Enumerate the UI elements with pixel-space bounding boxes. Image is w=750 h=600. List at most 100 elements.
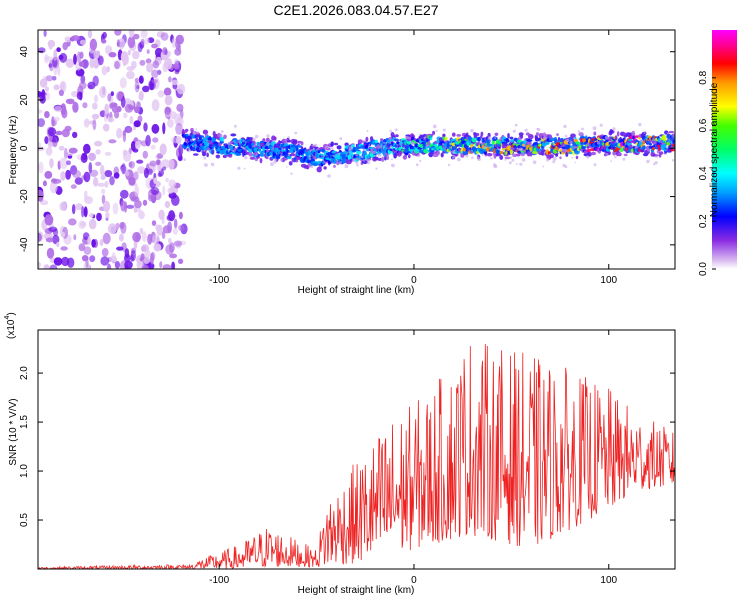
noise-blob xyxy=(130,254,134,262)
signal-blob xyxy=(427,141,431,146)
noise-blob xyxy=(162,264,172,269)
signal-blob xyxy=(622,132,627,136)
noise-blob xyxy=(97,182,106,187)
scatter-dot xyxy=(596,141,601,145)
scatter-dot xyxy=(654,161,658,165)
noise-blob xyxy=(124,265,130,269)
signal-blob xyxy=(248,152,253,157)
scatter-dot xyxy=(487,136,492,141)
signal-blob xyxy=(535,137,541,141)
noise-blob xyxy=(65,169,71,180)
noise-blob xyxy=(138,91,144,101)
scatter-dot xyxy=(470,128,474,133)
svg-text:(x104): (x104) xyxy=(4,312,17,339)
noise-blob xyxy=(139,59,146,66)
noise-blob xyxy=(178,258,184,264)
scatter-dot xyxy=(638,122,642,127)
scatter-dot xyxy=(532,160,537,164)
scatter-dot xyxy=(538,140,542,143)
signal-blob xyxy=(357,139,363,145)
noise-blob xyxy=(60,246,68,251)
scatter-dot xyxy=(449,142,452,145)
noise-blob xyxy=(143,122,148,132)
signal-blob xyxy=(509,136,514,140)
signal-blob xyxy=(668,130,675,134)
noise-blob xyxy=(165,177,169,183)
noise-blob xyxy=(76,91,83,100)
noise-blob xyxy=(92,75,99,87)
x-tick-label: 100 xyxy=(600,275,617,286)
noise-blob xyxy=(44,214,54,226)
signal-blob xyxy=(617,152,622,156)
noise-blob xyxy=(78,243,86,252)
scatter-dot xyxy=(243,167,246,170)
noise-blob xyxy=(87,30,93,39)
signal-blob xyxy=(593,131,597,136)
noise-blob xyxy=(159,143,167,156)
noise-blob xyxy=(173,240,183,247)
noise-blob xyxy=(44,56,54,61)
noise-blob xyxy=(45,147,53,156)
noise-blob xyxy=(134,81,140,93)
noise-blob xyxy=(62,42,68,51)
noise-blob xyxy=(39,92,47,104)
scatter-dot xyxy=(254,134,259,139)
noise-blob xyxy=(73,53,77,65)
noise-blob xyxy=(173,218,178,229)
scatter-dot xyxy=(545,158,550,162)
signal-blob xyxy=(541,151,545,156)
x-tick-label: 0 xyxy=(411,575,417,586)
scatter-dot xyxy=(519,162,523,166)
scatter-dot xyxy=(415,163,419,167)
noise-blob xyxy=(40,200,49,206)
noise-blob xyxy=(70,184,77,189)
scatter-dot xyxy=(355,153,359,157)
noise-blob xyxy=(152,137,159,143)
noise-blob xyxy=(73,234,77,241)
noise-blob xyxy=(65,98,75,105)
signal-blob xyxy=(492,148,496,154)
noise-blob xyxy=(88,218,97,230)
y-tick-label: 0.5 xyxy=(19,513,30,527)
signal-blob xyxy=(556,133,559,136)
noise-blob xyxy=(83,171,91,183)
noise-blob xyxy=(112,202,119,215)
noise-blob xyxy=(138,75,144,84)
scatter-dot xyxy=(452,155,456,160)
signal-blob xyxy=(380,138,384,142)
noise-blob xyxy=(151,69,159,78)
signal-blob xyxy=(642,145,646,150)
signal-blob xyxy=(609,129,614,135)
noise-blob xyxy=(160,32,169,41)
noise-blob xyxy=(138,210,145,220)
signal-blob xyxy=(615,135,618,141)
signal-blob xyxy=(292,139,298,145)
scatter-dot xyxy=(196,131,199,134)
signal-blob xyxy=(406,141,412,145)
noise-blob xyxy=(136,101,141,109)
scatter-dot xyxy=(493,164,498,169)
noise-blob xyxy=(119,77,127,89)
scatter-dot xyxy=(521,158,526,162)
figure-title: C2E1.2026.083.04.57.E27 xyxy=(273,2,438,18)
noise-blob xyxy=(128,161,135,169)
noise-blob xyxy=(169,111,178,119)
noise-blob xyxy=(167,187,174,194)
scatter-dot xyxy=(279,154,283,157)
noise-blob xyxy=(106,263,112,269)
noise-blob xyxy=(126,204,135,209)
noise-blob xyxy=(68,147,78,154)
noise-blob xyxy=(145,134,151,147)
scatter-dot xyxy=(237,166,241,170)
signal-blob xyxy=(631,130,636,136)
noise-blob xyxy=(134,200,142,209)
scatter-dot xyxy=(490,157,493,160)
signal-blob xyxy=(286,139,292,143)
scatter-dot xyxy=(655,155,658,159)
noise-blob xyxy=(51,56,60,69)
signal-blob xyxy=(452,132,456,137)
scatter-dot xyxy=(562,163,566,168)
signal-blob xyxy=(406,138,413,142)
noise-blob xyxy=(176,136,182,145)
scatter-dot xyxy=(643,132,646,135)
